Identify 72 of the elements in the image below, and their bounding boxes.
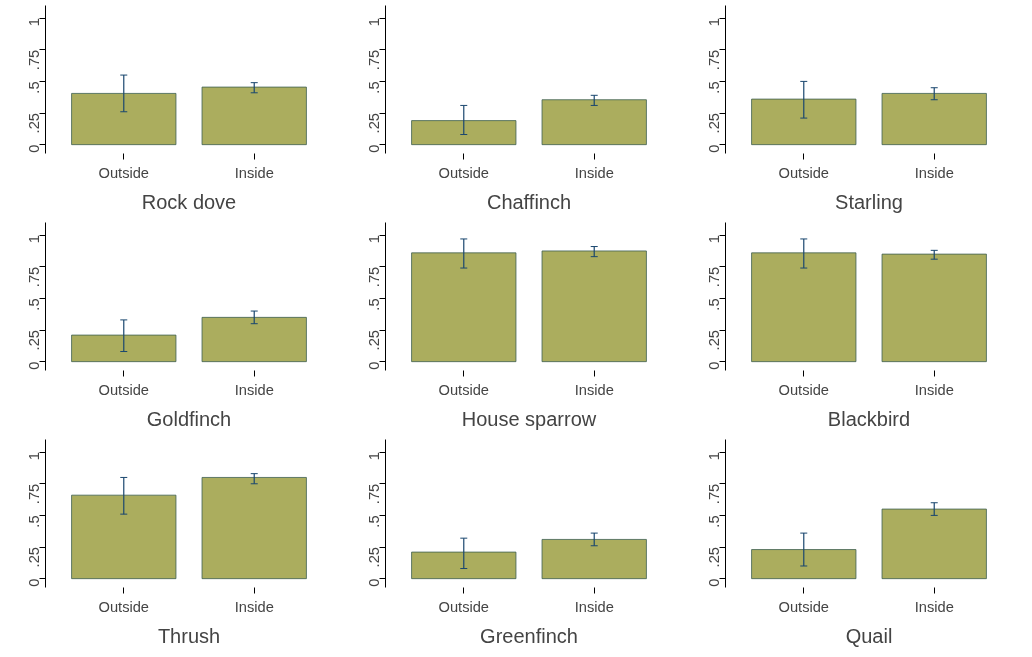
y-tick-label: 0 xyxy=(706,144,723,153)
text: Chaffinch xyxy=(486,190,572,213)
y-tick-label: 1 xyxy=(366,452,383,461)
x-tick-label: Inside xyxy=(574,598,614,615)
y-tick-label: .75 xyxy=(706,49,723,71)
y-tick-label: 0 xyxy=(366,578,383,587)
y-tick-label: .25 xyxy=(366,113,383,134)
y-tick-label: .75 xyxy=(366,49,383,71)
y-tick-label: .25 xyxy=(706,547,723,568)
y-tick-label: .25 xyxy=(26,113,43,134)
text: Blackbird xyxy=(827,407,911,430)
y-tick-label: .75 xyxy=(706,483,723,505)
y-tick-label: .75 xyxy=(706,266,723,288)
x-tick-label: Outside xyxy=(778,598,830,615)
y-tick-label: 0 xyxy=(26,144,43,153)
y-tick-label: .75 xyxy=(26,49,43,71)
y-tick-label: .25 xyxy=(26,547,43,568)
x-tick-label: Outside xyxy=(778,164,830,181)
x-tick-label: Inside xyxy=(914,598,954,615)
y-tick-label: .5 xyxy=(366,515,383,528)
y-tick-label: .75 xyxy=(26,266,43,288)
text: Goldfinch xyxy=(146,407,232,430)
y-tick-label: 1 xyxy=(706,452,723,461)
y-tick-label: .5 xyxy=(26,298,43,311)
y-tick-label: 0 xyxy=(706,578,723,587)
x-tick-label: Outside xyxy=(438,164,490,181)
y-tick-label: .25 xyxy=(26,330,43,351)
y-tick-label: 0 xyxy=(366,361,383,370)
y-tick-label: .75 xyxy=(366,266,383,288)
y-tick-label: .5 xyxy=(706,298,723,311)
y-tick-label: 1 xyxy=(706,18,723,27)
text: Thrush xyxy=(157,624,221,647)
y-tick-label: .5 xyxy=(26,515,43,528)
y-tick-label: .5 xyxy=(26,81,43,94)
text: Rock dove xyxy=(141,190,237,213)
y-tick-label: .25 xyxy=(706,113,723,134)
x-tick-label: Outside xyxy=(98,381,150,398)
x-tick-label: Outside xyxy=(98,598,150,615)
y-tick-label: .75 xyxy=(26,483,43,505)
y-tick-label: 0 xyxy=(366,144,383,153)
y-tick-label: 1 xyxy=(366,235,383,244)
x-tick-label: Outside xyxy=(438,598,490,615)
y-tick-label: 1 xyxy=(26,235,43,244)
x-tick-label: Outside xyxy=(778,381,830,398)
x-tick-label: Outside xyxy=(98,164,150,181)
y-tick-label: 1 xyxy=(26,452,43,461)
x-tick-label: Outside xyxy=(438,381,490,398)
y-tick-label: .75 xyxy=(366,483,383,505)
y-tick-label: 1 xyxy=(366,18,383,27)
x-tick-label: Inside xyxy=(234,598,274,615)
text: House sparrow xyxy=(461,407,597,430)
y-tick-label: 0 xyxy=(706,361,723,370)
y-tick-label: 1 xyxy=(26,18,43,27)
x-tick-label: Inside xyxy=(234,164,274,181)
y-tick-label: 0 xyxy=(26,578,43,587)
y-tick-label: .5 xyxy=(706,515,723,528)
y-tick-label: .5 xyxy=(366,81,383,94)
y-tick-label: .25 xyxy=(366,547,383,568)
y-tick-label: .25 xyxy=(706,330,723,351)
x-tick-label: Inside xyxy=(574,381,614,398)
y-tick-label: 1 xyxy=(706,235,723,244)
y-tick-label: .5 xyxy=(366,298,383,311)
text: Starling xyxy=(835,190,903,213)
y-tick-label: 0 xyxy=(26,361,43,370)
y-tick-label: .5 xyxy=(706,81,723,94)
y-tick-label: .25 xyxy=(366,330,383,351)
text: Greenfinch xyxy=(480,624,578,647)
x-tick-label: Inside xyxy=(234,381,274,398)
x-tick-label: Inside xyxy=(914,381,954,398)
x-tick-label: Inside xyxy=(574,164,614,181)
text: Quail xyxy=(845,624,893,647)
x-tick-label: Inside xyxy=(914,164,954,181)
